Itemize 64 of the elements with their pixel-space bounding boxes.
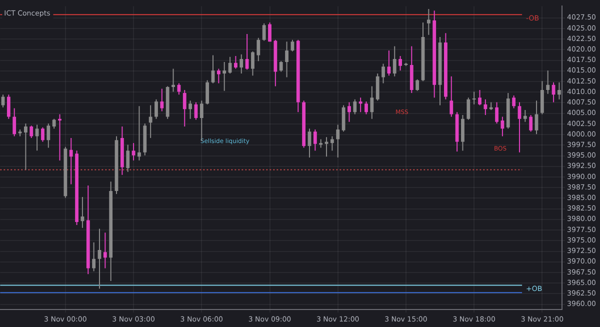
candlestick: [313, 128, 317, 152]
candlestick: [416, 78, 420, 92]
candlestick: [534, 100, 538, 135]
candlestick: [546, 70, 550, 94]
candlestick: [41, 126, 44, 142]
candlestick: [154, 98, 158, 120]
candlestick: [484, 98, 488, 116]
candlestick: [387, 50, 391, 76]
candlestick: [172, 68, 175, 92]
candlestick: [262, 22, 266, 42]
candlestick: [103, 232, 107, 269]
candlestick: [558, 82, 561, 100]
candlestick: [69, 137, 73, 185]
candlestick: [234, 56, 238, 70]
candlestick: [426, 8, 430, 36]
candlestick: [382, 63, 385, 84]
candlestick: [268, 22, 272, 42]
candlestick: [461, 114, 464, 152]
candlestick: [12, 108, 16, 137]
candlestick: [148, 104, 152, 138]
candlestick: [540, 80, 544, 115]
candlestick: [466, 97, 470, 120]
candlestick: [251, 50, 254, 76]
candlestick: [495, 102, 498, 124]
candlestick: [358, 97, 362, 113]
candlestick: [138, 106, 141, 161]
candlestick: [256, 37, 260, 62]
candlestick: [518, 102, 522, 153]
candlestick: [126, 144, 130, 172]
candlestick: [478, 90, 482, 106]
candlestick: [132, 142, 136, 161]
candlestick: [24, 123, 28, 170]
candlestick: [206, 80, 210, 105]
candlestick: [30, 125, 34, 138]
candlestick: [177, 82, 181, 96]
candlestick: [348, 102, 351, 122]
candlestick: [222, 62, 226, 92]
candlestick: [364, 100, 368, 115]
candlestick: [512, 95, 516, 109]
candlestick: [392, 46, 396, 77]
candlestick: [523, 109, 527, 122]
candlestick: [376, 72, 380, 102]
candlestick: [216, 68, 220, 84]
candlestick: [353, 98, 357, 115]
candlestick: [160, 88, 164, 112]
candlestick: [182, 90, 186, 127]
candlestick: [279, 60, 283, 72]
candlestick: [188, 100, 192, 120]
candlestick: [450, 76, 454, 118]
candlestick: [472, 91, 476, 105]
candlestick: [370, 86, 374, 120]
candlestick: [52, 118, 56, 130]
candlestick: [35, 124, 39, 152]
candlestick: [336, 124, 340, 158]
candlestick: [529, 114, 533, 132]
candlestick: [92, 242, 96, 272]
candlestick: [46, 123, 50, 148]
candlestick: [330, 136, 334, 152]
candlestick: [6, 94, 10, 120]
candlestick: [398, 56, 402, 71]
candlestick: [240, 54, 244, 74]
candlestick: [245, 33, 249, 70]
candlestick: [285, 41, 288, 78]
candlestick: [58, 114, 62, 161]
